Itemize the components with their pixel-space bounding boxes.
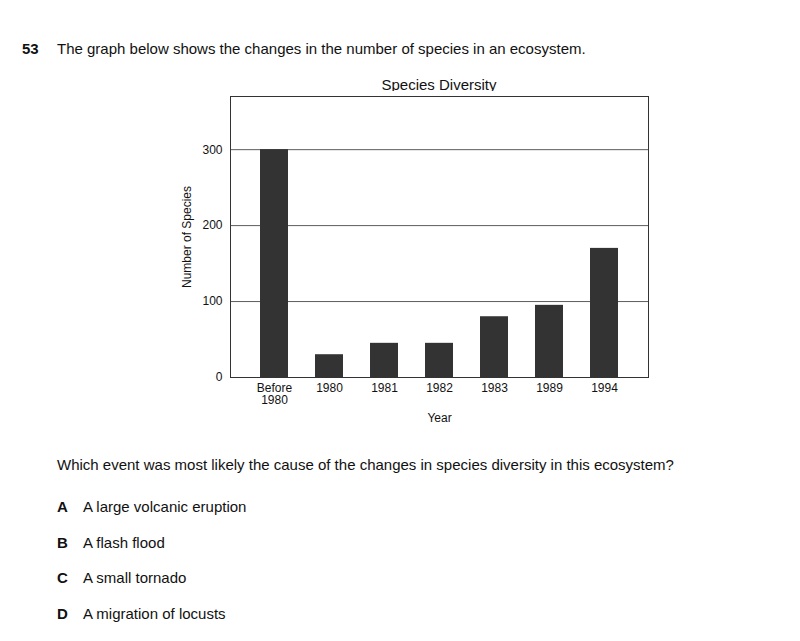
svg-text:1981: 1981 — [371, 381, 398, 395]
html-text:A flash flood: A flash flood — [83, 533, 165, 551]
html-text:A migration of locusts: A migration of locusts — [83, 604, 226, 622]
svg-text:1982: 1982 — [426, 381, 453, 395]
svg-text:0: 0 — [216, 370, 223, 384]
html-text:C: C — [57, 569, 68, 586]
html-text:A large volcanic eruption: A large volcanic eruption — [83, 498, 247, 515]
html-text:A small tornado: A small tornado — [83, 569, 187, 586]
html-text:A: A — [57, 498, 68, 515]
svg-text:1980: 1980 — [316, 381, 343, 395]
html-text:Species Diversity: Species Diversity — [381, 76, 497, 93]
svg-text:100: 100 — [202, 294, 222, 308]
html-text:B: B — [57, 533, 68, 551]
html-text:Which event was most likely th: Which event was most likely the cause of… — [57, 456, 674, 473]
svg-text:200: 200 — [202, 218, 222, 232]
svg-text:Year: Year — [427, 411, 451, 425]
svg-text:1983: 1983 — [481, 381, 508, 395]
svg-text:1994: 1994 — [591, 381, 618, 395]
svg-text:300: 300 — [202, 143, 222, 157]
svg-text:Number of Species: Number of Species — [180, 186, 194, 288]
html-text:D: D — [57, 604, 68, 622]
html-text:The graph below shows the chan: The graph below shows the changes in the… — [57, 40, 586, 57]
svg-text:Before1980: Before1980 — [257, 381, 293, 407]
svg-text:1989: 1989 — [536, 381, 563, 395]
html-text:53: 53 — [22, 40, 39, 57]
